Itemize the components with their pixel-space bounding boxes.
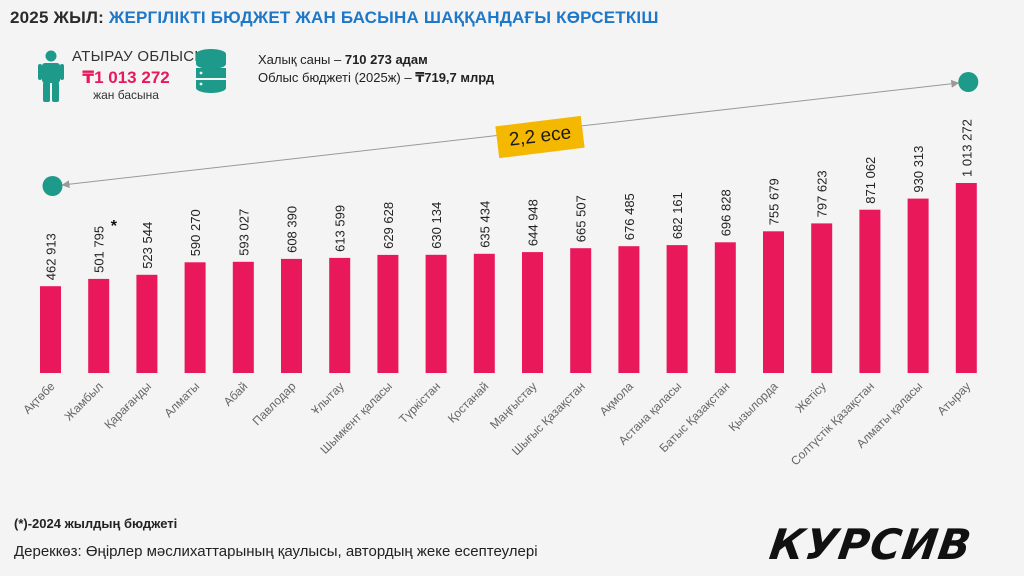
bar-4: [232, 261, 254, 373]
population-label: Халық саны –: [258, 52, 345, 67]
bar-7: [377, 254, 399, 373]
bar-0: [40, 286, 61, 373]
category-label-1: Жамбыл: [62, 379, 106, 423]
max-marker-dot: [958, 72, 979, 92]
category-label-17: Солтүстік Қазақстан: [788, 379, 877, 468]
category-label-2: Қарағанды: [101, 379, 154, 432]
bar-12: [618, 246, 640, 373]
bar-value-label-3: 590 270: [188, 209, 203, 256]
category-label-10: Маңғыстау: [487, 379, 540, 432]
bar-3: [184, 262, 206, 373]
database-icon: [195, 49, 227, 93]
bar-value-label-6: 613 599: [333, 205, 348, 252]
budget-value: ₸719,7 млрд: [415, 70, 495, 85]
category-label-15: Қызылорда: [726, 379, 781, 434]
category-label-8: Түркістан: [396, 379, 443, 426]
region-value: ₸1 013 272: [82, 68, 170, 87]
bar-value-label-12: 676 485: [622, 193, 637, 240]
category-label-12: Ақмола: [597, 379, 637, 419]
bar-17: [859, 209, 881, 373]
footnote-marker: *: [111, 218, 118, 235]
bar-value-label-18: 930 313: [911, 146, 926, 193]
region-name: АТЫРАУ ОБЛЫСЫ: [72, 48, 208, 65]
bar-6: [329, 257, 351, 373]
bar-value-label-17: 871 062: [863, 157, 878, 204]
budget-label: Облыс бюджеті (2025ж) –: [258, 70, 416, 85]
category-label-0: Ақтөбе: [20, 379, 58, 417]
bar-8: [425, 254, 447, 373]
category-label-6: Ұлытау: [308, 379, 346, 417]
budget-info: Облыс бюджеті (2025ж) – ₸719,7 млрд: [258, 70, 494, 86]
title-main: ЖЕРГІЛІКТІ БЮДЖЕТ ЖАН БАСЫНА ШАҚҚАНДАҒЫ …: [108, 8, 659, 27]
bar-value-label-11: 665 507: [574, 195, 589, 242]
bar-value-label-13: 682 161: [670, 192, 685, 239]
population-value: 710 273 адам: [344, 52, 428, 67]
category-label-16: Жетісу: [792, 379, 828, 415]
bar-10: [522, 252, 543, 373]
title-prefix: 2025 ЖЫЛ:: [10, 8, 109, 27]
bar-13: [666, 245, 688, 373]
bar-5: [281, 258, 302, 373]
category-label-19: Атырау: [934, 379, 973, 418]
bar-value-label-0: 462 913: [44, 233, 59, 280]
min-marker-dot: [42, 176, 63, 196]
bar-value-label-8: 630 134: [429, 202, 444, 249]
bar-value-label-2: 523 544: [140, 222, 155, 269]
bar-value-label-14: 696 828: [718, 189, 733, 236]
bar-9: [473, 253, 495, 373]
bar-value-label-5: 608 390: [285, 206, 300, 253]
bar-14: [714, 242, 736, 373]
bar-value-label-15: 755 679: [767, 178, 782, 225]
bar-16: [811, 223, 833, 373]
bar-19: [955, 183, 977, 373]
bar-2: [136, 274, 158, 373]
category-label-4: Абай: [221, 379, 251, 409]
bar-15: [763, 231, 784, 373]
bar-11: [570, 248, 592, 373]
bar-value-label-9: 635 434: [477, 201, 492, 248]
source-note: Дереккөз: Өңірлер мәслихаттарының қаулыс…: [14, 543, 538, 560]
category-label-5: Павлодар: [250, 379, 299, 428]
bar-value-label-10: 644 948: [526, 199, 541, 246]
bar-value-label-1: 501 795: [92, 226, 107, 273]
population-info: Халық саны – 710 273 адам: [258, 52, 428, 67]
page-title: 2025 ЖЫЛ: ЖЕРГІЛІКТІ БЮДЖЕТ ЖАН БАСЫНА Ш…: [10, 8, 659, 28]
footnote: (*)-2024 жылдың бюджеті: [14, 516, 178, 531]
bar-value-label-4: 593 027: [236, 209, 251, 256]
bar-value-label-7: 629 628: [381, 202, 396, 249]
kursiv-logo: КУРСИВ: [766, 520, 975, 569]
region-unit: жан басына: [93, 88, 159, 102]
bar-value-label-16: 797 623: [815, 170, 830, 217]
bar-18: [907, 198, 929, 373]
person-icon: [38, 50, 64, 102]
bar-1: [88, 278, 110, 373]
bar-value-label-19: 1 013 272: [959, 119, 974, 177]
category-label-3: Алматы: [161, 379, 202, 420]
category-label-9: Қостанай: [445, 379, 491, 425]
